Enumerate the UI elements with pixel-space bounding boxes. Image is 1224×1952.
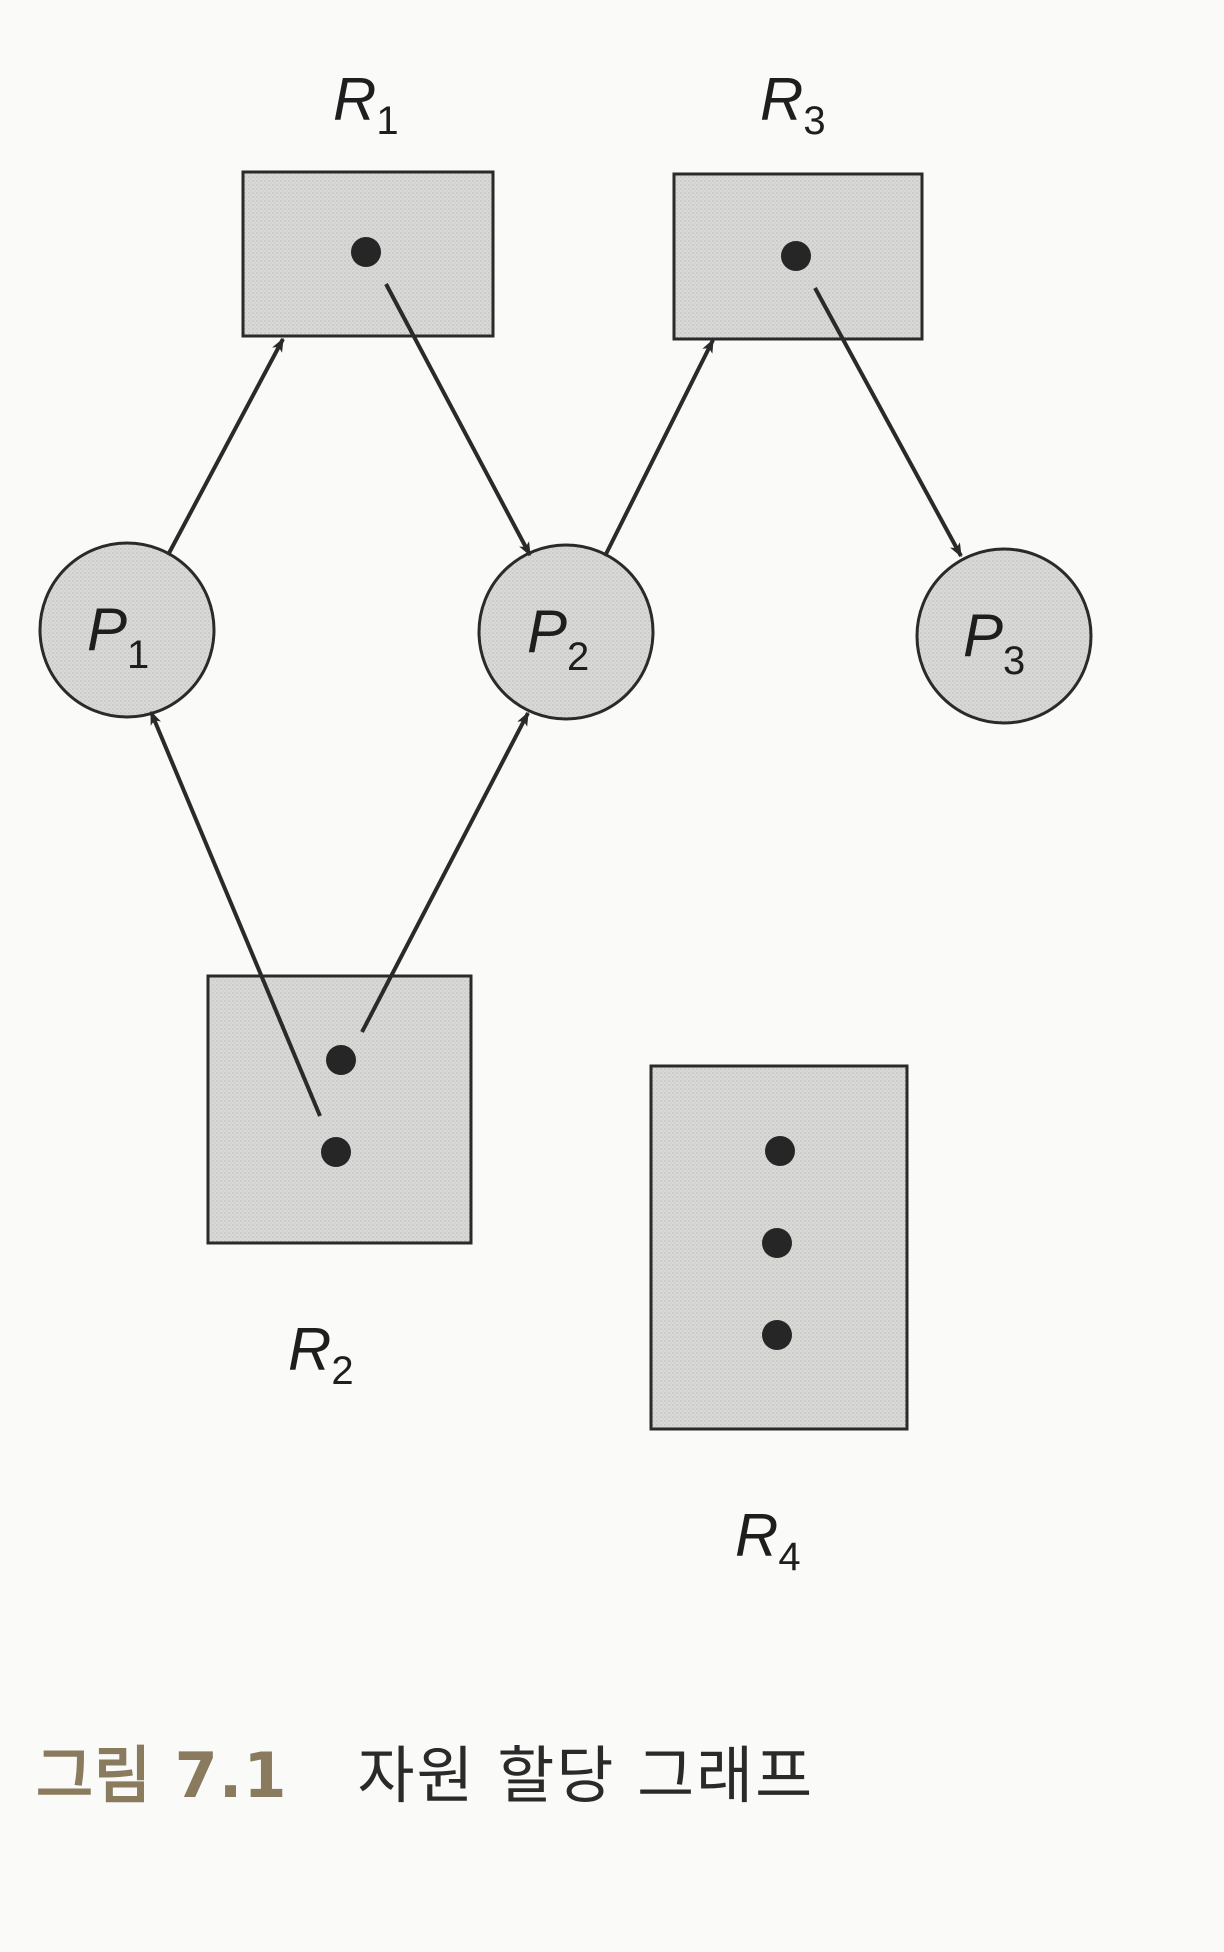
process-p3: P3 [915,547,1093,725]
edge-p1-to-r1 [166,337,285,556]
r1-label: R1 [333,66,399,143]
r1-instance-dot [351,237,381,267]
figure-caption: 그림 7.1 자원 할당 그래프 [36,1720,814,1820]
caption-title: 자원 할당 그래프 [357,1739,815,1812]
edge-r3-to-p3 [813,287,963,558]
edge-r2-to-p2 [360,711,530,1033]
edge-r2-to-p1 [149,710,322,1117]
resource-r3: R3 [672,66,924,341]
edge-r1-to-p2 [384,283,532,557]
r2-instance-dot-1 [326,1045,356,1075]
p3-label: P3 [963,602,1025,683]
edge-p2-to-r3 [603,338,715,557]
r4-label: R4 [735,1502,801,1579]
r4-instance-dot-2 [762,1228,792,1258]
r4-instance-dot-1 [765,1136,795,1166]
r3-instance-dot [781,241,811,271]
resource-r4: R4 [649,1064,909,1579]
r3-label: R3 [760,66,826,143]
process-p1: P1 [38,541,216,719]
p1-label: P1 [87,596,149,677]
r2-instance-dot-2 [321,1137,351,1167]
process-p2: P2 [477,543,655,721]
resource-r2: R2 [206,974,473,1393]
p2-label: P2 [527,598,589,679]
resource-r1: R1 [241,66,495,338]
r2-label: R2 [288,1316,354,1393]
r4-instance-dot-3 [762,1320,792,1350]
caption-number: 그림 7.1 [36,1739,288,1812]
